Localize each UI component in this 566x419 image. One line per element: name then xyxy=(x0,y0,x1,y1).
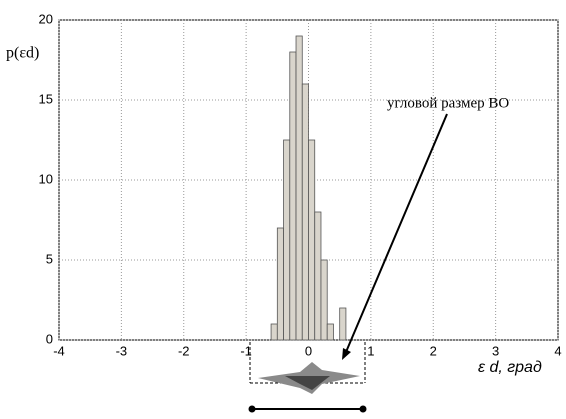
x-tick-label: -4 xyxy=(53,343,65,358)
bar xyxy=(320,259,328,341)
y-tick-label: 15 xyxy=(39,91,53,106)
bar xyxy=(301,83,309,341)
x-tick-label: -2 xyxy=(178,343,190,358)
x-axis-label: ε d, град xyxy=(478,359,542,376)
bar xyxy=(289,51,297,341)
x-tick-label: 4 xyxy=(554,343,561,358)
size-end xyxy=(359,405,367,413)
x-tick-label: 3 xyxy=(492,343,499,358)
arrow-head xyxy=(342,348,351,360)
x-tick-label: -1 xyxy=(240,343,252,358)
x-tick-label: -3 xyxy=(116,343,128,358)
y-tick-label: 20 xyxy=(39,11,53,26)
bar xyxy=(339,307,347,341)
annotation: угловой размер ВО xyxy=(387,95,509,111)
size-end xyxy=(248,405,256,413)
bar xyxy=(270,323,278,341)
y-axis-label: p(εd) xyxy=(6,45,39,62)
x-tick-label: 2 xyxy=(430,343,437,358)
bar xyxy=(308,139,316,341)
bar xyxy=(283,139,291,341)
bar xyxy=(326,323,334,341)
aircraft xyxy=(258,362,360,394)
x-tick-label: 1 xyxy=(367,343,374,358)
x-tick-label: 0 xyxy=(305,343,312,358)
y-tick-label: 10 xyxy=(39,171,53,186)
y-tick-label: 0 xyxy=(46,331,53,346)
bar xyxy=(295,35,303,341)
y-tick-label: 5 xyxy=(46,251,53,266)
bar xyxy=(314,211,322,341)
annotation-arrow xyxy=(345,113,448,353)
bar xyxy=(276,227,284,341)
